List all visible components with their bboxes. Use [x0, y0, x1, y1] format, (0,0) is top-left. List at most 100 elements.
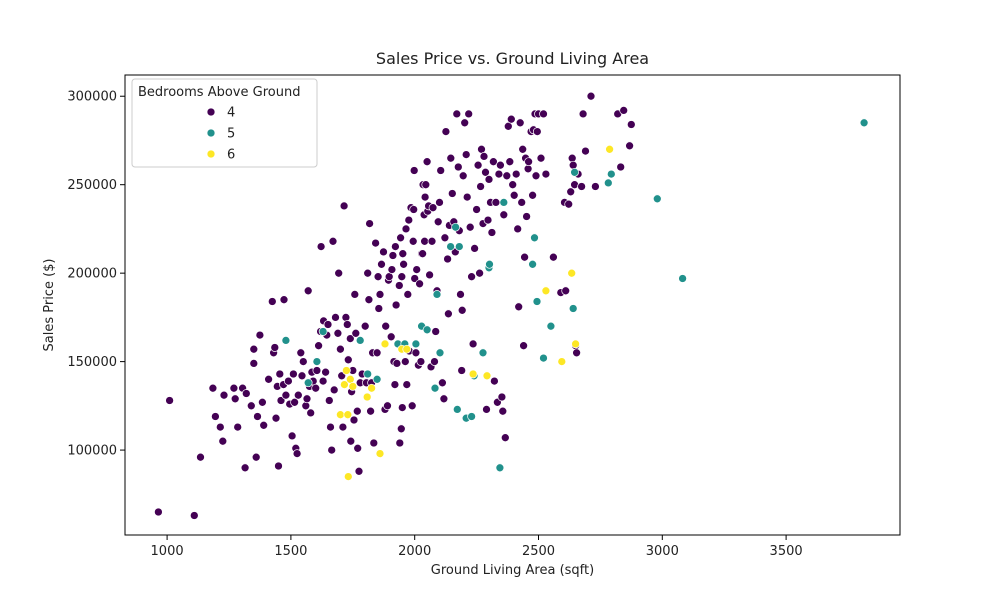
data-point-4 — [390, 380, 400, 389]
data-point-5 — [432, 290, 442, 299]
data-point-4 — [399, 259, 408, 269]
data-point-4 — [456, 290, 465, 299]
data-point-4 — [297, 371, 307, 381]
data-point-4 — [327, 445, 337, 455]
data-point-4 — [293, 390, 303, 400]
data-point-4 — [343, 355, 353, 365]
data-point-4 — [365, 219, 374, 228]
y-axis-ticks: 100000 150000 200000 250000 300000 — [67, 90, 125, 459]
data-point-4 — [336, 344, 345, 354]
data-point-4 — [371, 238, 380, 248]
data-point-4 — [619, 106, 629, 115]
data-point-6 — [336, 410, 345, 420]
data-point-4 — [520, 252, 529, 262]
data-point-4 — [342, 320, 352, 329]
data-point-4 — [586, 91, 596, 101]
data-point-4 — [577, 182, 586, 191]
data-point-4 — [430, 357, 439, 366]
legend-marker-5 — [206, 128, 216, 138]
data-point-5 — [454, 242, 464, 251]
data-point-4 — [440, 233, 450, 243]
data-point-6 — [367, 383, 376, 393]
data-point-4 — [505, 157, 515, 167]
data-point-4 — [360, 321, 370, 331]
data-point-4 — [431, 327, 441, 336]
data-point-5 — [372, 374, 382, 384]
data-point-4 — [408, 236, 418, 246]
legend-marker-4 — [206, 107, 216, 117]
data-point-4 — [274, 461, 283, 471]
data-point-4 — [497, 392, 507, 402]
data-point-4 — [397, 403, 407, 412]
legend-box — [131, 78, 318, 168]
legend-label-4: 4 — [227, 106, 235, 121]
data-point-4 — [446, 153, 456, 163]
data-point-4 — [467, 272, 476, 282]
data-point-4 — [473, 160, 483, 170]
data-point-4 — [334, 268, 344, 278]
data-point-6 — [375, 449, 385, 458]
data-point-4 — [352, 406, 362, 416]
data-point-4 — [301, 401, 311, 411]
data-point-4 — [524, 157, 533, 167]
data-point-4 — [402, 380, 412, 389]
data-point-4 — [435, 198, 444, 207]
data-point-4 — [364, 295, 374, 305]
x-tick-label: 1000 — [151, 544, 184, 559]
data-point-4 — [479, 152, 489, 161]
data-point-4 — [298, 357, 308, 366]
data-point-4 — [397, 272, 407, 282]
data-point-4 — [443, 254, 452, 264]
data-point-4 — [281, 390, 291, 400]
data-point-4 — [549, 252, 558, 262]
data-point-4 — [306, 408, 316, 418]
data-point-4 — [211, 412, 220, 421]
data-point-6 — [557, 357, 567, 366]
data-point-5 — [451, 222, 460, 232]
data-point-5 — [430, 383, 440, 393]
data-point-4 — [407, 401, 417, 411]
x-axis-label: Ground Living Area (sqft) — [431, 563, 594, 578]
legend: Bedrooms Above Ground 4 5 6 — [131, 78, 318, 168]
data-point-4 — [400, 357, 410, 366]
data-point-4 — [457, 305, 467, 315]
data-point-4 — [566, 187, 576, 197]
data-point-4 — [420, 192, 430, 202]
data-point-4 — [475, 268, 484, 278]
data-point-4 — [165, 396, 174, 405]
data-point-6 — [402, 344, 412, 354]
data-point-4 — [258, 397, 267, 407]
data-point-4 — [421, 180, 431, 190]
data-point-4 — [470, 244, 479, 253]
data-point-4 — [271, 413, 281, 423]
data-point-4 — [511, 169, 521, 179]
data-point-4 — [541, 169, 551, 179]
data-point-4 — [568, 160, 578, 170]
data-point-4 — [500, 433, 510, 443]
legend-title: Bedrooms Above Ground — [138, 85, 300, 100]
data-point-4 — [249, 359, 259, 368]
data-point-4 — [392, 359, 402, 368]
data-point-4 — [528, 190, 537, 200]
data-point-5 — [532, 297, 542, 306]
data-point-4 — [331, 313, 340, 322]
data-point-4 — [425, 270, 434, 280]
data-point-4 — [328, 236, 338, 246]
data-point-5 — [546, 321, 556, 331]
data-point-4 — [457, 366, 467, 375]
data-point-4 — [381, 321, 391, 331]
data-point-5 — [446, 242, 455, 251]
data-point-4 — [489, 157, 498, 167]
data-point-6 — [340, 380, 349, 389]
data-point-4 — [363, 268, 373, 278]
data-point-4 — [404, 215, 414, 225]
data-point-4 — [326, 422, 335, 432]
data-point-4 — [391, 300, 401, 310]
data-point-4 — [433, 217, 443, 227]
x-axis-ticks: 1000 1500 2000 2500 3000 3500 — [151, 535, 803, 559]
data-point-4 — [482, 405, 491, 414]
data-point-4 — [395, 438, 405, 448]
data-point-4 — [387, 265, 397, 274]
data-point-4 — [514, 302, 524, 312]
data-point-4 — [339, 201, 349, 211]
